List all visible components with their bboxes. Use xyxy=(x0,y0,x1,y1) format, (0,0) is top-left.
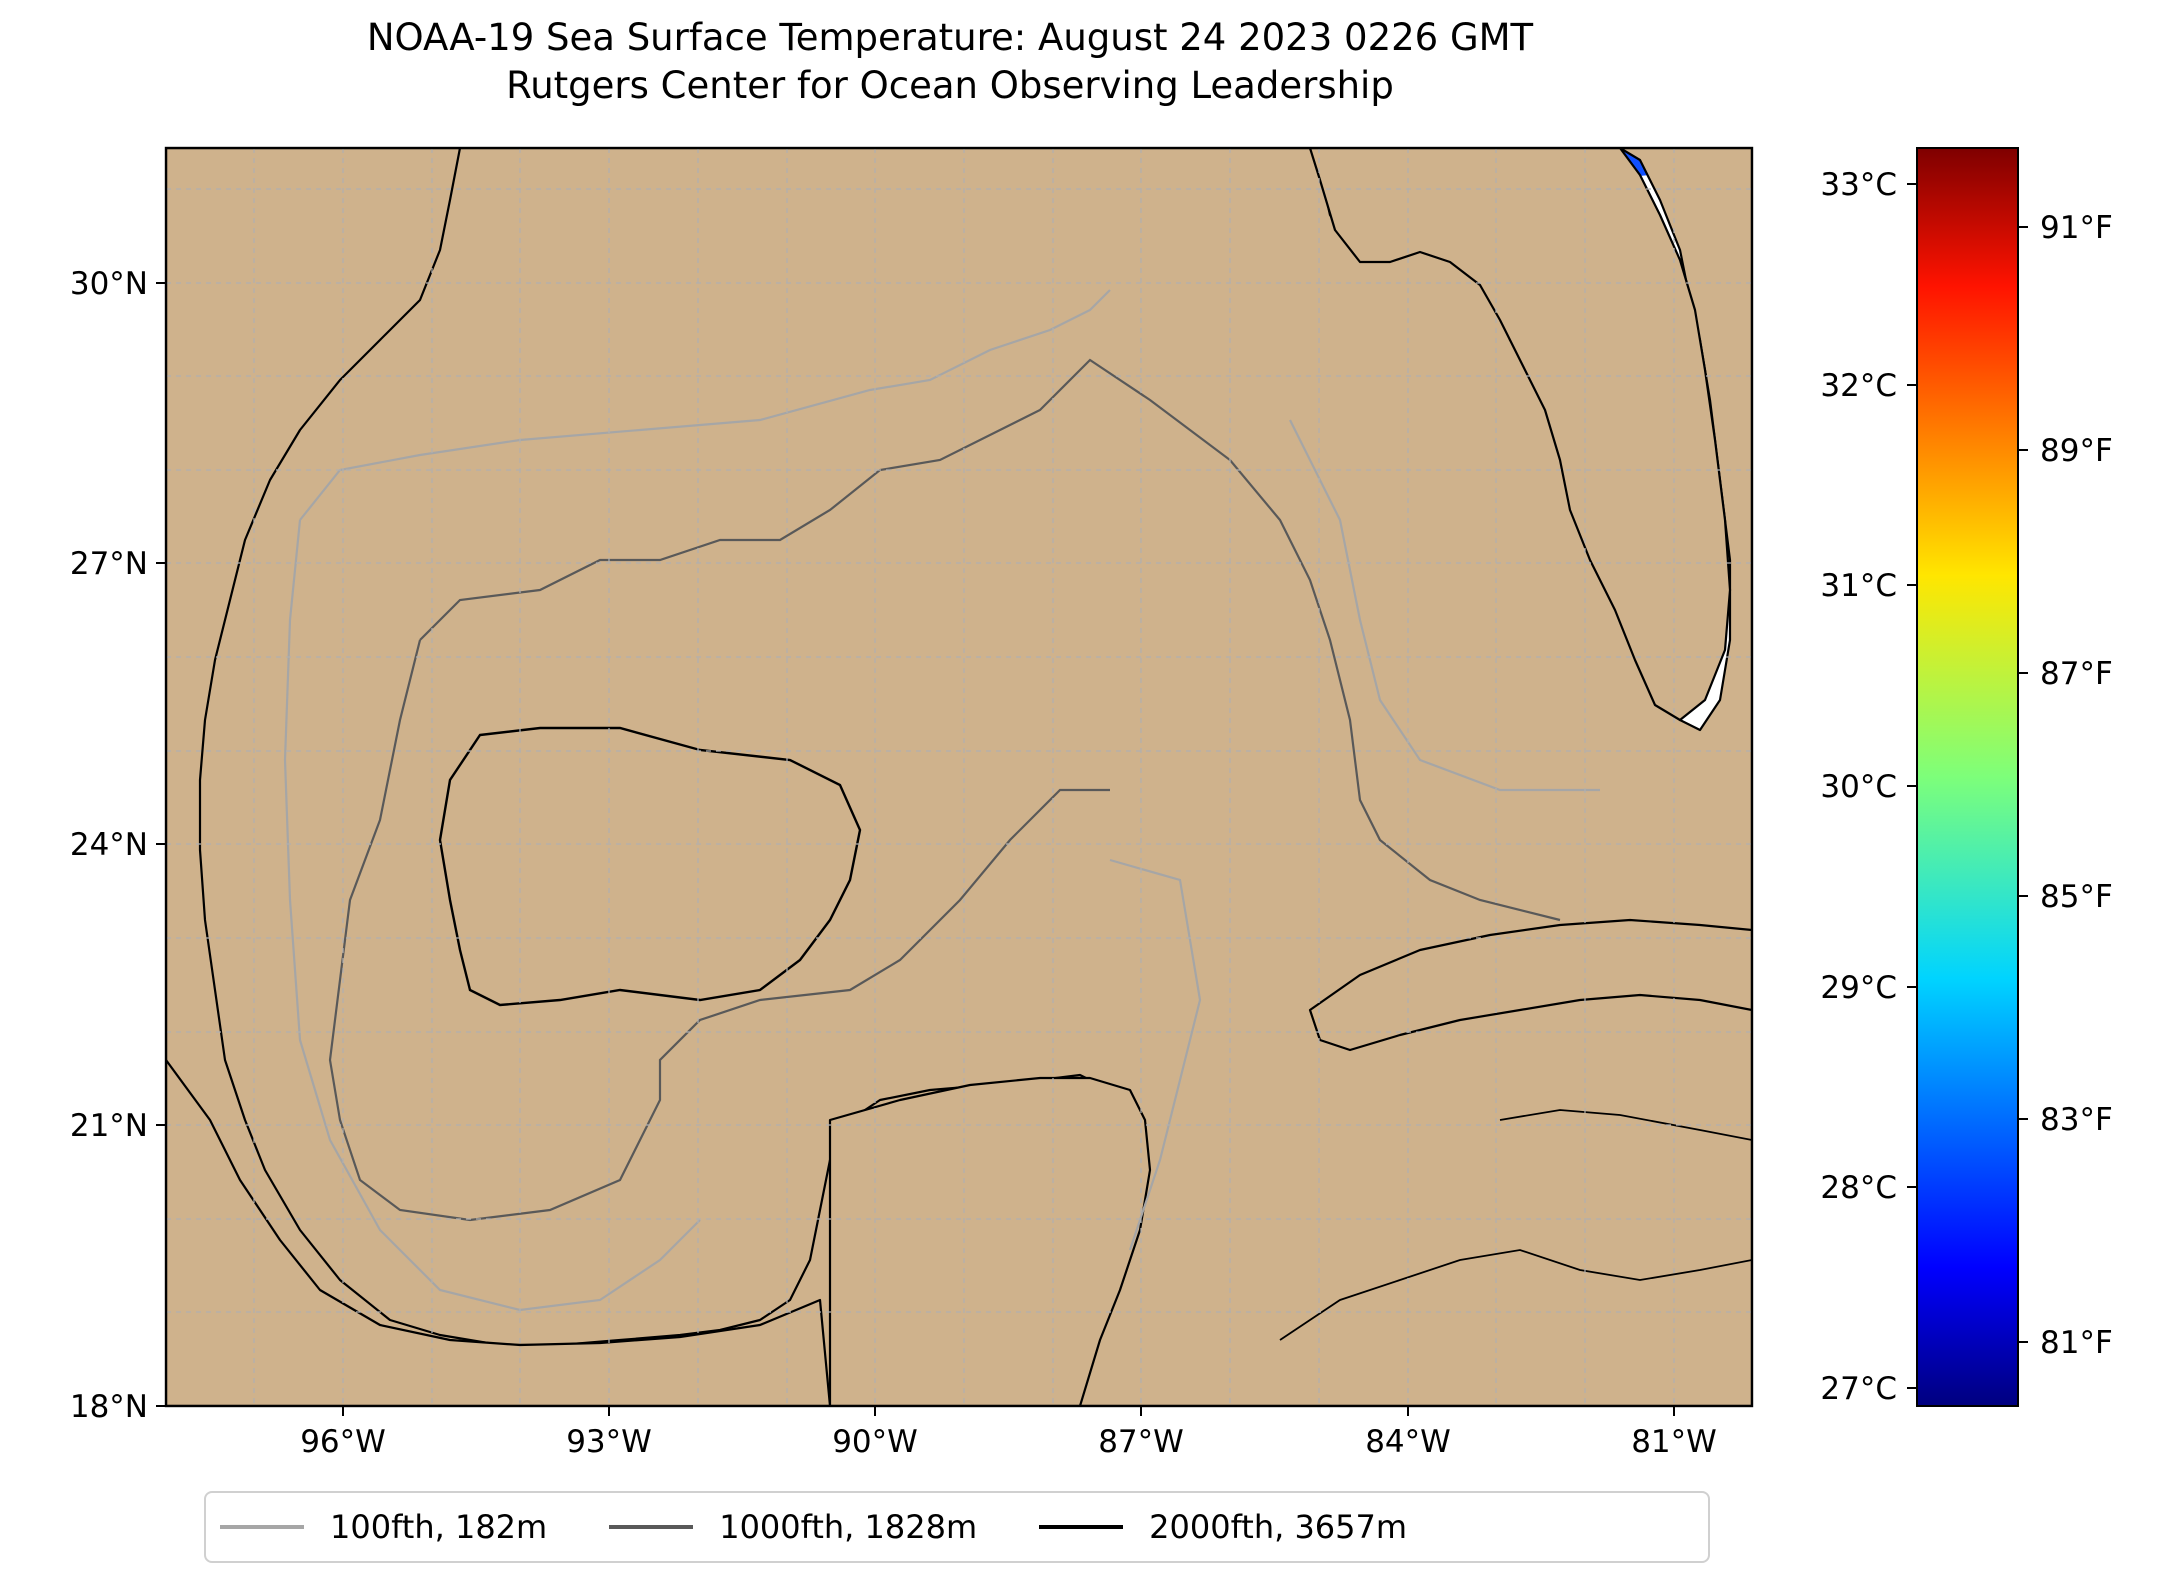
legend-swatch-100fth xyxy=(220,1525,304,1529)
legend-label: 2000fth, 3657m xyxy=(1149,1508,1408,1546)
lon-tick-label: 93°W xyxy=(566,1424,652,1460)
legend-label: 1000fth, 1828m xyxy=(719,1508,978,1546)
fahrenheit-tick-label: 81°F xyxy=(2040,1325,2113,1361)
colorbar-celsius-axis xyxy=(1907,183,1917,1389)
lat-axis xyxy=(156,282,166,1407)
land-yucatan xyxy=(828,1076,1152,1406)
celsius-tick-label: 30°C xyxy=(1820,769,1897,805)
celsius-tick-label: 28°C xyxy=(1820,1170,1897,1206)
fahrenheit-tick-label: 85°F xyxy=(2040,879,2113,915)
lat-tick-label: 30°N xyxy=(70,266,148,302)
fahrenheit-tick-label: 91°F xyxy=(2040,210,2113,246)
chart-title: NOAA-19 Sea Surface Temperature: August … xyxy=(120,14,1780,110)
lat-tick-label: 21°N xyxy=(70,1108,148,1144)
contour-2000fth-east xyxy=(1279,1109,1752,1341)
bathymetry-contours xyxy=(283,289,1752,1341)
legend-swatch-1000fth xyxy=(609,1525,694,1529)
celsius-tick-label: 33°C xyxy=(1820,167,1897,203)
lat-lon-grid xyxy=(166,148,1752,1406)
celsius-tick-label: 32°C xyxy=(1820,368,1897,404)
map-frame xyxy=(164,146,1754,1408)
lon-tick-label: 84°W xyxy=(1365,1424,1451,1460)
title-line-2: Rutgers Center for Ocean Observing Leade… xyxy=(506,64,1394,107)
contour-1000fth xyxy=(328,358,1561,1222)
colorbar-gradient xyxy=(1916,147,2019,1407)
land-florida xyxy=(1308,148,1732,722)
celsius-tick-label: 27°C xyxy=(1820,1371,1897,1407)
title-line-1: NOAA-19 Sea Surface Temperature: August … xyxy=(366,16,1534,59)
colorbar-fahrenheit-axis xyxy=(2018,226,2028,1343)
map-panel xyxy=(166,148,1752,1406)
bathymetry-legend: 100fth, 182m 1000fth, 1828m 2000fth, 365… xyxy=(204,1491,1710,1563)
lon-tick-label: 90°W xyxy=(832,1424,918,1460)
contour-100fth xyxy=(283,289,1600,1312)
fahrenheit-tick-label: 89°F xyxy=(2040,433,2113,469)
celsius-tick-label: 31°C xyxy=(1820,568,1897,604)
colorbar: 27°C 28°C 29°C 30°C 31°C 32°C 33°C 81°F … xyxy=(1820,147,2113,1407)
legend-label: 100fth, 182m xyxy=(330,1508,548,1546)
legend-item-1000fth: 1000fth, 1828m xyxy=(609,1508,977,1546)
land xyxy=(166,148,1752,1406)
lon-axis xyxy=(342,1406,1675,1416)
lon-tick-label: 81°W xyxy=(1631,1424,1717,1460)
lat-tick-label: 27°N xyxy=(70,546,148,582)
lat-tick-label: 24°N xyxy=(70,827,148,863)
fahrenheit-tick-label: 87°F xyxy=(2040,656,2113,692)
land-central-america xyxy=(166,1058,832,1406)
legend-item-2000fth: 2000fth, 3657m xyxy=(1039,1508,1407,1546)
lat-tick-label: 18°N xyxy=(70,1389,148,1425)
celsius-tick-label: 29°C xyxy=(1820,970,1897,1006)
legend-item-100fth: 100fth, 182m xyxy=(220,1508,547,1546)
fahrenheit-tick-label: 83°F xyxy=(2040,1102,2113,1138)
legend-swatch-2000fth xyxy=(1039,1525,1124,1529)
lon-tick-label: 87°W xyxy=(1098,1424,1184,1460)
contour-2000fth xyxy=(438,726,862,1007)
lon-tick-label: 96°W xyxy=(300,1424,386,1460)
